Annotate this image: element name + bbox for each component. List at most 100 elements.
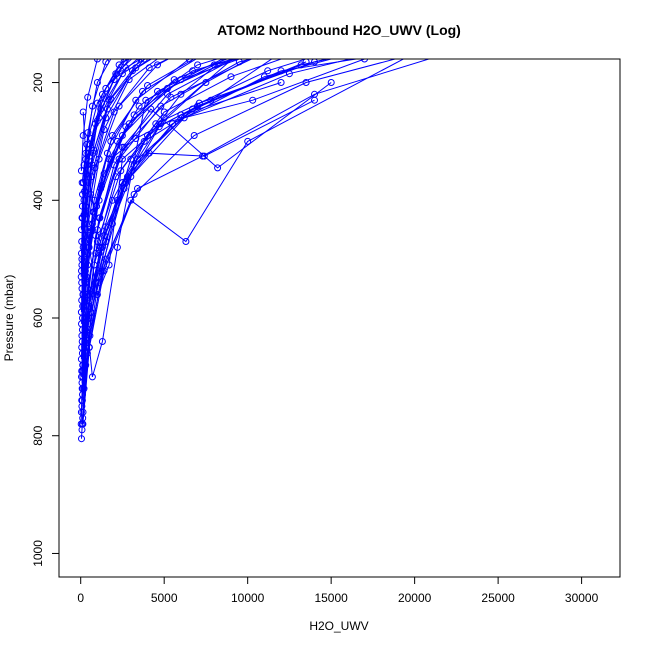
y-tick-label: 200 bbox=[31, 72, 45, 92]
data-point bbox=[203, 50, 209, 56]
series-line bbox=[82, 59, 353, 389]
data-point bbox=[79, 108, 87, 116]
data-point bbox=[198, 27, 204, 33]
data-point bbox=[97, 105, 105, 113]
data-point bbox=[81, 202, 89, 210]
data-point bbox=[122, 179, 130, 187]
data-point bbox=[189, 67, 197, 75]
data-point bbox=[148, 21, 154, 27]
series-line bbox=[81, 59, 365, 425]
series-line bbox=[82, 59, 330, 366]
data-point bbox=[135, 102, 143, 110]
data-point bbox=[227, 73, 235, 81]
data-point bbox=[122, 64, 130, 72]
data-point bbox=[108, 220, 116, 228]
data-point bbox=[78, 238, 86, 245]
data-point bbox=[82, 149, 90, 157]
series-line bbox=[81, 59, 146, 260]
data-point bbox=[131, 50, 137, 56]
data-point bbox=[253, 44, 259, 50]
series-35 bbox=[79, 59, 330, 369]
y-tick-label: 600 bbox=[31, 308, 45, 328]
data-point bbox=[93, 291, 101, 298]
x-tick-label: 10000 bbox=[231, 591, 265, 605]
data-point bbox=[90, 146, 98, 154]
data-point bbox=[98, 338, 106, 345]
data-point bbox=[83, 314, 90, 322]
data-point bbox=[361, 59, 368, 63]
series-12 bbox=[79, 59, 431, 416]
data-point bbox=[150, 9, 156, 15]
series-50 bbox=[81, 96, 318, 316]
data-point bbox=[311, 96, 318, 104]
data-point bbox=[167, 93, 175, 101]
data-point bbox=[228, 50, 234, 56]
plot-frame bbox=[58, 58, 621, 578]
data-point bbox=[130, 111, 138, 119]
y-axis: 200 400 600 800 1000 bbox=[31, 72, 60, 567]
data-point bbox=[85, 232, 93, 240]
data-point bbox=[302, 59, 310, 66]
data-point bbox=[113, 47, 119, 53]
data-point bbox=[205, 27, 211, 33]
data-point bbox=[428, 44, 434, 50]
data-point bbox=[250, 47, 256, 53]
data-point bbox=[327, 79, 335, 86]
data-point bbox=[145, 64, 153, 72]
data-point bbox=[268, 15, 274, 21]
data-point bbox=[93, 79, 101, 86]
data-point bbox=[90, 196, 98, 204]
data-point bbox=[128, 30, 134, 36]
series-45 bbox=[79, 59, 235, 298]
data-point bbox=[211, 44, 217, 50]
data-point bbox=[165, 30, 171, 36]
data-point bbox=[214, 164, 222, 172]
data-point bbox=[78, 214, 86, 222]
data-point bbox=[210, 61, 218, 69]
data-point bbox=[148, 38, 154, 44]
data-point bbox=[95, 279, 103, 287]
data-point bbox=[235, 12, 241, 18]
data-point bbox=[177, 111, 185, 119]
data-point bbox=[130, 190, 138, 198]
data-point bbox=[189, 105, 197, 113]
data-point bbox=[412, 50, 418, 56]
series-line bbox=[82, 59, 397, 425]
data-point bbox=[79, 373, 87, 381]
data-point bbox=[139, 87, 146, 95]
data-point bbox=[255, 59, 260, 60]
data-point bbox=[295, 38, 301, 44]
data-point bbox=[90, 208, 98, 216]
data-point bbox=[236, 50, 242, 56]
data-point bbox=[249, 96, 257, 104]
series-4 bbox=[78, 59, 368, 428]
x-tick-label: 5000 bbox=[151, 591, 178, 605]
series-line bbox=[81, 59, 130, 271]
series-line bbox=[80, 59, 170, 360]
data-point bbox=[395, 38, 401, 44]
series-18 bbox=[79, 59, 397, 428]
series-49 bbox=[78, 59, 240, 381]
data-point bbox=[200, 152, 208, 160]
y-tick-label: 400 bbox=[31, 190, 45, 210]
data-point bbox=[168, 24, 174, 30]
data-point bbox=[113, 30, 119, 36]
data-point bbox=[103, 105, 111, 113]
data-point bbox=[142, 96, 150, 104]
data-point bbox=[181, 35, 187, 41]
data-point bbox=[160, 108, 168, 116]
series-layer bbox=[77, 9, 434, 443]
data-point bbox=[261, 41, 267, 47]
data-point bbox=[83, 140, 91, 148]
data-point bbox=[78, 435, 85, 443]
data-point bbox=[78, 255, 86, 263]
data-point bbox=[278, 41, 284, 47]
x-tick-label: 25000 bbox=[481, 591, 515, 605]
data-point bbox=[420, 38, 426, 44]
data-point bbox=[311, 59, 318, 66]
series-line bbox=[81, 59, 152, 283]
data-point bbox=[190, 132, 198, 139]
series-line bbox=[81, 59, 225, 439]
data-point bbox=[244, 137, 252, 145]
